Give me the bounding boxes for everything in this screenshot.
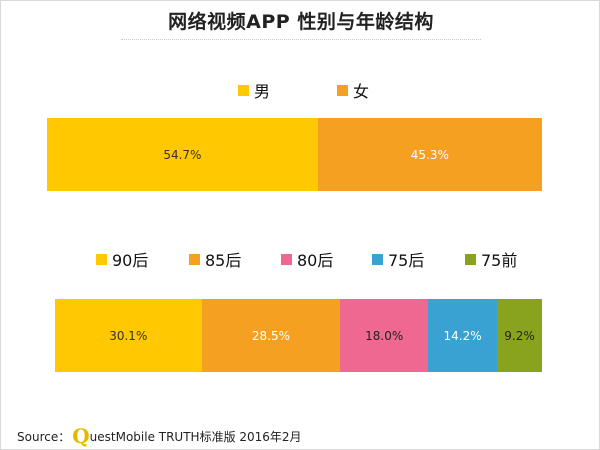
age-segment-1: 30.1% (55, 299, 202, 372)
age-legend-swatch-4 (372, 253, 383, 265)
gender-bar: 54.7% 45.3% (47, 118, 542, 191)
age-segment-label-5: 9.2% (504, 328, 535, 343)
age-legend-item-1: 90后 (96, 249, 149, 270)
gender-legend-label-1: 男 (254, 82, 271, 101)
gender-segment-label-1: 54.7% (163, 147, 202, 162)
source-prefix: Source： (17, 429, 71, 444)
gender-legend-swatch-2 (337, 84, 348, 96)
age-legend-swatch-5 (465, 253, 476, 265)
age-legend-item-5: 75前 (465, 249, 518, 270)
gender-legend-label-2: 女 (353, 82, 370, 101)
age-legend-label-3: 80后 (297, 251, 334, 270)
age-segment-4: 14.2% (428, 299, 498, 372)
age-legend-item-2: 85后 (189, 249, 242, 270)
age-legend-swatch-2 (189, 253, 200, 265)
questmobile-logo-letter: Q (72, 424, 90, 448)
age-legend-label-2: 85后 (205, 251, 242, 270)
chart-title: 网络视频APP 性别与年龄结构 (168, 11, 434, 33)
age-legend-label-4: 75后 (388, 251, 425, 270)
age-legend-item-4: 75后 (372, 249, 425, 270)
gender-legend-swatch-1 (238, 84, 249, 96)
age-legend-label-5: 75前 (481, 251, 518, 270)
source-note: Source： Q uestMobile TRUTH标准版 2016年2月 (17, 425, 302, 447)
age-segment-label-3: 18.0% (365, 328, 404, 343)
age-legend-label-1: 90后 (112, 251, 149, 270)
title-divider (121, 39, 481, 40)
age-segment-label-2: 28.5% (251, 328, 291, 343)
age-segment-label-4: 14.2% (443, 328, 482, 343)
gender-legend-item-1: 男 (238, 80, 271, 101)
age-legend-swatch-1 (96, 253, 107, 265)
gender-segment-2: 45.3% (317, 118, 542, 191)
age-segment-5: 9.2% (497, 299, 542, 372)
age-bar: 30.1% 28.5% 18.0% 14.2% 9.2% (55, 299, 542, 372)
source-text: uestMobile TRUTH标准版 2016年2月 (89, 429, 302, 444)
age-segment-2: 28.5% (201, 299, 341, 372)
gender-legend-item-2: 女 (337, 80, 370, 101)
age-segment-3: 18.0% (340, 299, 429, 372)
gender-segment-label-2: 45.3% (410, 147, 449, 162)
age-segment-label-1: 30.1% (109, 328, 148, 343)
age-legend-item-3: 80后 (281, 249, 334, 270)
gender-segment-1: 54.7% (47, 118, 318, 191)
age-legend-swatch-3 (281, 253, 292, 265)
